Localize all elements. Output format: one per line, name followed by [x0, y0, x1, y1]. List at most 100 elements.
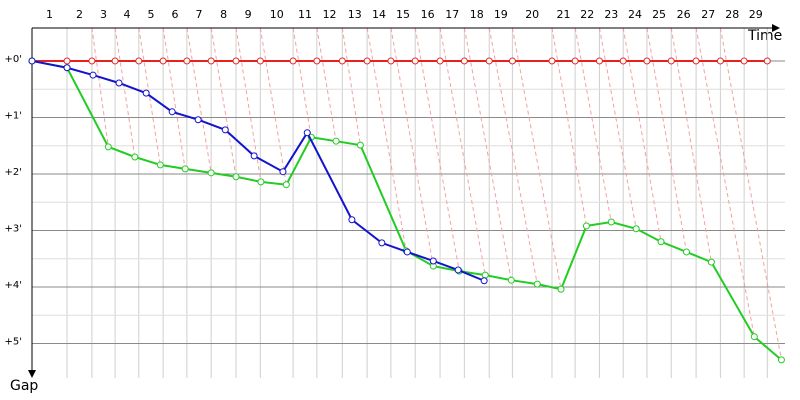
data-point	[507, 276, 515, 284]
data-point	[716, 57, 724, 65]
lap-label: 3	[100, 8, 107, 21]
data-point	[348, 216, 356, 224]
data-point	[667, 57, 675, 65]
data-point	[88, 57, 96, 65]
data-point	[332, 137, 340, 145]
lap-label: 14	[372, 8, 386, 21]
lap-label: 13	[348, 8, 362, 21]
data-point	[63, 64, 71, 72]
data-point	[619, 57, 627, 65]
lap-connector	[138, 27, 161, 165]
data-point	[135, 57, 143, 65]
data-point	[194, 116, 202, 124]
lap-label: 26	[677, 8, 691, 21]
data-point	[28, 57, 36, 65]
data-point	[657, 238, 665, 246]
data-point	[480, 277, 488, 285]
data-point	[632, 225, 640, 233]
lap-label: 21	[557, 8, 571, 21]
y-axis-title: Gap	[10, 378, 38, 394]
lap-connector	[235, 27, 262, 182]
data-point	[763, 57, 771, 65]
data-point	[363, 57, 371, 65]
data-point	[707, 258, 715, 266]
data-point	[289, 57, 297, 65]
y-tick-label: +1'	[5, 110, 23, 121]
y-axis-arrow	[28, 370, 36, 378]
data-point	[207, 57, 215, 65]
data-point	[387, 57, 395, 65]
lap-connector	[366, 27, 407, 251]
data-point	[682, 248, 690, 256]
data-point	[142, 89, 150, 97]
lap-connector	[463, 27, 512, 281]
lap-connector	[488, 27, 538, 285]
series-line	[31, 59, 485, 282]
lap-label: 16	[421, 8, 435, 21]
data-point	[403, 248, 411, 256]
lap-label: 22	[580, 8, 594, 21]
data-point	[104, 143, 112, 151]
lap-connector	[259, 27, 287, 185]
lap-label: 5	[147, 8, 154, 21]
data-point	[508, 57, 516, 65]
data-point	[582, 222, 590, 230]
lap-connector	[414, 27, 460, 272]
lap-label: 25	[652, 8, 666, 21]
lap-connector	[719, 27, 782, 360]
lap-label: 7	[196, 8, 203, 21]
data-point	[571, 57, 579, 65]
lap-label: 6	[171, 8, 178, 21]
lap-label: 15	[396, 8, 410, 21]
data-point	[643, 57, 651, 65]
lap-connector	[695, 27, 755, 337]
lap-label: 12	[323, 8, 337, 21]
lap-connector	[186, 27, 212, 173]
data-point	[777, 356, 785, 364]
series-line	[31, 59, 783, 361]
data-point	[557, 285, 565, 293]
lap-label: 4	[123, 8, 130, 21]
data-point	[548, 57, 556, 65]
lap-connector	[439, 27, 486, 276]
data-point	[183, 57, 191, 65]
data-point	[207, 169, 215, 177]
data-point	[279, 168, 287, 176]
lap-label: 18	[470, 8, 484, 21]
lap-connector	[114, 27, 136, 158]
data-point	[181, 165, 189, 173]
data-point	[303, 129, 311, 137]
lap-label: 8	[220, 8, 227, 21]
data-point	[159, 57, 167, 65]
data-point	[338, 57, 346, 65]
data-point	[250, 152, 258, 160]
y-tick-label: +5'	[5, 336, 23, 347]
data-point	[156, 161, 164, 169]
data-point	[533, 280, 541, 288]
lap-label: 28	[725, 8, 739, 21]
data-point	[131, 153, 139, 161]
data-point	[692, 57, 700, 65]
x-axis-arrow	[772, 24, 780, 32]
data-point	[89, 71, 97, 79]
data-point	[356, 141, 364, 149]
y-tick-label: +3'	[5, 223, 23, 234]
x-axis-title: Time	[747, 28, 782, 44]
lap-connector	[292, 27, 312, 138]
data-point	[481, 271, 489, 279]
data-point	[168, 108, 176, 116]
lap-label: 27	[701, 8, 715, 21]
lap-label: 1	[46, 8, 53, 21]
lap-connector	[162, 27, 186, 169]
data-point	[282, 181, 290, 189]
data-point	[257, 178, 265, 186]
y-tick-label: +4'	[5, 280, 23, 291]
data-point	[485, 57, 493, 65]
lap-connector	[574, 27, 612, 223]
data-point	[411, 57, 419, 65]
data-point	[111, 57, 119, 65]
lap-label: 11	[298, 8, 312, 21]
lap-label: 17	[445, 8, 459, 21]
lap-connector	[316, 27, 337, 142]
data-point	[313, 57, 321, 65]
